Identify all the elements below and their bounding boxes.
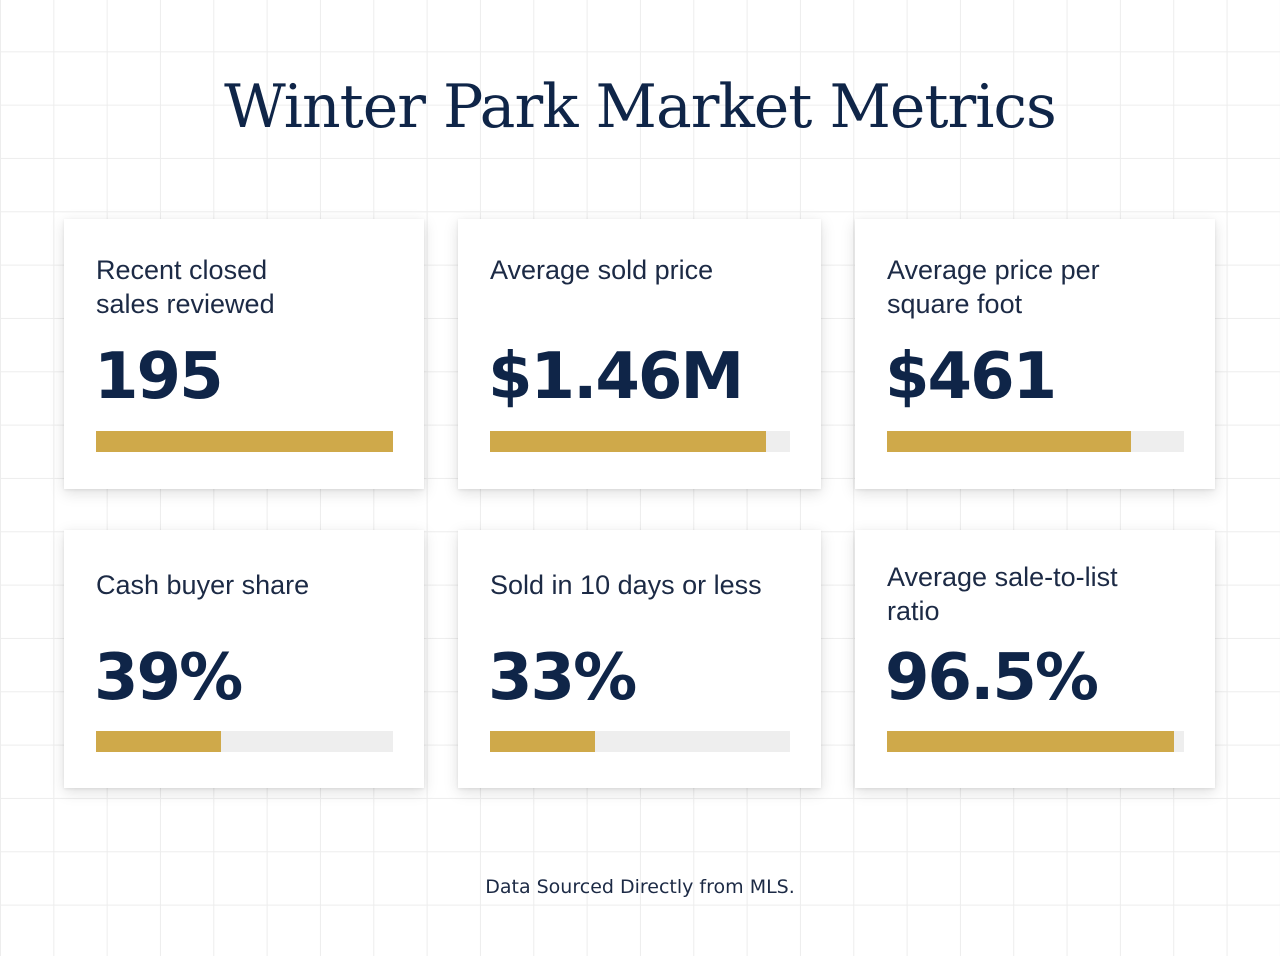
metric-progress-bar (490, 431, 790, 452)
metric-card-cash-buyer-share: Cash buyer share 39% (64, 530, 424, 788)
page-title: Winter Park Market Metrics (224, 72, 1057, 142)
metric-progress-bar (96, 731, 393, 752)
metric-value: 96.5% (885, 641, 1099, 715)
metric-card-average-sold-price: Average sold price $1.46M (458, 219, 821, 489)
metric-progress-bar (887, 431, 1184, 452)
metric-value: 195 (94, 340, 224, 414)
metric-progress-fill (96, 431, 393, 452)
metric-card-sale-to-list-ratio: Average sale-to-list ratio 96.5% (855, 530, 1215, 788)
metric-label: Recent closed sales reviewed (96, 255, 275, 319)
metric-value: 33% (488, 641, 637, 715)
metric-label: Sold in 10 days or less (490, 570, 762, 600)
metric-card-price-per-sqft: Average price per square foot $461 (855, 219, 1215, 489)
metric-progress-fill (490, 731, 595, 752)
data-source-note: Data Sourced Directly from MLS. (485, 876, 795, 898)
metric-value: $461 (885, 340, 1057, 414)
metric-label: Average price per square foot (887, 255, 1100, 319)
metric-value: $1.46M (488, 340, 744, 414)
metric-progress-fill (887, 731, 1174, 752)
metric-value: 39% (94, 641, 243, 715)
metric-label: Average sale-to-list ratio (887, 562, 1118, 626)
metric-progress-fill (490, 431, 766, 452)
metric-label: Average sold price (490, 255, 714, 285)
metric-progress-bar (96, 431, 393, 452)
metric-progress-bar (490, 731, 790, 752)
metric-card-closed-sales: Recent closed sales reviewed 195 (64, 219, 424, 489)
metric-progress-bar (887, 731, 1184, 752)
metric-progress-fill (96, 731, 221, 752)
metric-progress-fill (887, 431, 1131, 452)
metric-label: Cash buyer share (96, 570, 310, 600)
metric-card-sold-in-10-days: Sold in 10 days or less 33% (458, 530, 821, 788)
